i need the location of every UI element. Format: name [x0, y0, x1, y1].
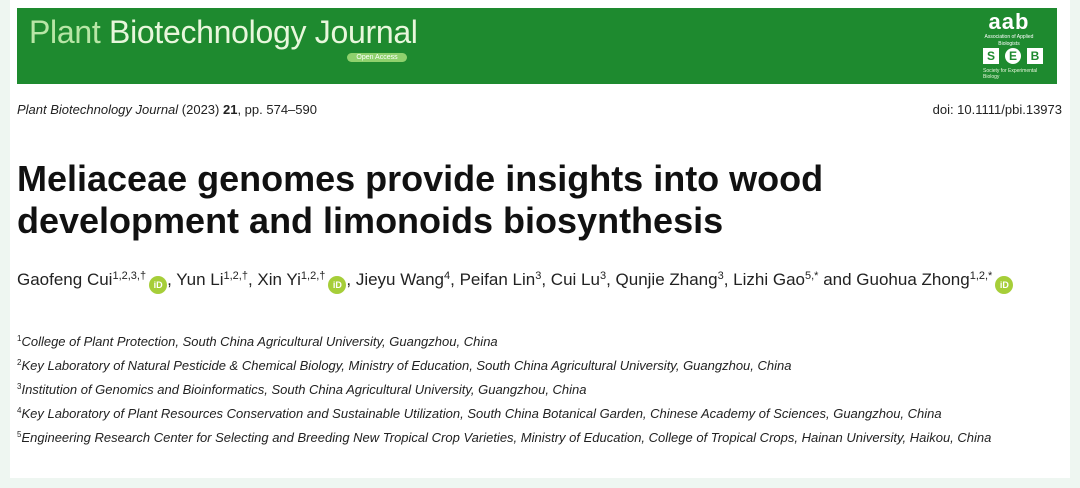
- citation-journal: Plant Biotechnology Journal: [17, 102, 179, 117]
- doi-link[interactable]: doi: 10.1111/pbi.13973: [932, 102, 1062, 117]
- seb-logo-subtitle: Society for Experimental Biology: [983, 68, 1038, 80]
- article-title-line-1: Meliaceae genomes provide insights into …: [17, 158, 824, 199]
- author-name[interactable]: Guohua Zhong: [856, 270, 970, 289]
- citation-year: (2023): [178, 102, 223, 117]
- affiliation-text: Key Laboratory of Plant Resources Conser…: [21, 406, 942, 421]
- author-separator: ,: [723, 270, 734, 289]
- author-affiliation-marks: 5,*: [805, 270, 819, 282]
- affiliation-text: Institution of Genomics and Bioinformati…: [21, 382, 587, 397]
- affiliation-item: 5Engineering Research Center for Selecti…: [17, 426, 1065, 450]
- orcid-icon[interactable]: iD: [149, 276, 168, 294]
- author-name[interactable]: Cui Lu: [550, 270, 600, 289]
- journal-name-rest: Biotechnology Journal: [100, 14, 418, 50]
- affiliation-number: 2: [17, 358, 22, 367]
- affiliation-list: 1College of Plant Protection, South Chin…: [17, 330, 1065, 450]
- author-separator: ,: [541, 270, 551, 289]
- affiliation-text: Key Laboratory of Natural Pesticide & Ch…: [21, 358, 792, 373]
- orcid-icon[interactable]: iD: [328, 276, 347, 294]
- seb-logo-s: S: [983, 48, 999, 64]
- citation-pages: , pp. 574–590: [237, 102, 317, 117]
- journal-banner: Plant Biotechnology Journal Open Access …: [17, 8, 1057, 84]
- journal-name[interactable]: Plant Biotechnology Journal: [29, 14, 418, 51]
- author-affiliation-marks: 1,2,3,†: [112, 270, 147, 282]
- author-affiliation-marks: 3: [599, 270, 607, 282]
- aab-logo-subtitle: Association of Applied Biologists: [984, 34, 1034, 47]
- author-list: Gaofeng Cui1,2,3,†iD, Yun Li1,2,†, Xin Y…: [17, 266, 1067, 294]
- citation-line: Plant Biotechnology Journal (2023) 21, p…: [17, 102, 317, 117]
- author-name[interactable]: Lizhi Gao: [733, 270, 805, 289]
- author-separator: and: [818, 270, 857, 289]
- article-title: Meliaceae genomes provide insights into …: [17, 158, 1057, 242]
- orcid-icon[interactable]: iD: [995, 276, 1014, 294]
- author-separator: ,: [247, 270, 258, 289]
- citation-volume: 21: [222, 102, 238, 117]
- affiliation-number: 1: [17, 334, 22, 343]
- affiliation-item: 2Key Laboratory of Natural Pesticide & C…: [17, 354, 1065, 378]
- author-name[interactable]: Qunjie Zhang: [615, 270, 718, 289]
- aab-logo-mark: aab: [988, 9, 1030, 34]
- author-separator: ,: [167, 270, 177, 289]
- author-name[interactable]: Jieyu Wang: [355, 270, 445, 289]
- seb-logo[interactable]: S E B: [983, 48, 1043, 64]
- author-name[interactable]: Yun Li: [176, 270, 224, 289]
- author-name[interactable]: Xin Yi: [257, 270, 301, 289]
- article-title-line-2: development and limonoids biosynthesis: [17, 200, 724, 241]
- affiliation-text: Engineering Research Center for Selectin…: [21, 430, 992, 445]
- affiliation-number: 3: [17, 382, 22, 391]
- author-affiliation-marks: 3: [717, 270, 724, 282]
- author-separator: ,: [450, 270, 460, 289]
- author-affiliation-marks: 1,2,†: [300, 270, 326, 282]
- author-affiliation-marks: 3: [535, 270, 542, 282]
- author-affiliation-marks: 1,2,†: [223, 270, 248, 282]
- author-name[interactable]: Peifan Lin: [459, 270, 536, 289]
- author-affiliation-marks: 4: [444, 270, 451, 282]
- seb-logo-b: B: [1027, 48, 1043, 64]
- affiliation-item: 4Key Laboratory of Plant Resources Conse…: [17, 402, 1065, 426]
- journal-name-plant: Plant: [29, 14, 101, 50]
- aab-logo[interactable]: aab Association of Applied Biologists: [975, 10, 1043, 48]
- open-access-badge: Open Access: [347, 53, 407, 62]
- author-separator: ,: [606, 270, 616, 289]
- affiliation-item: 3Institution of Genomics and Bioinformat…: [17, 378, 1065, 402]
- affiliation-item: 1College of Plant Protection, South Chin…: [17, 330, 1065, 354]
- seb-logo-e: E: [1005, 48, 1021, 64]
- affiliation-number: 4: [17, 406, 22, 415]
- author-separator: ,: [346, 270, 356, 289]
- affiliation-text: College of Plant Protection, South China…: [21, 334, 498, 349]
- affiliation-number: 5: [17, 430, 22, 439]
- author-affiliation-marks: 1,2,*: [969, 270, 993, 282]
- author-name[interactable]: Gaofeng Cui: [17, 270, 113, 289]
